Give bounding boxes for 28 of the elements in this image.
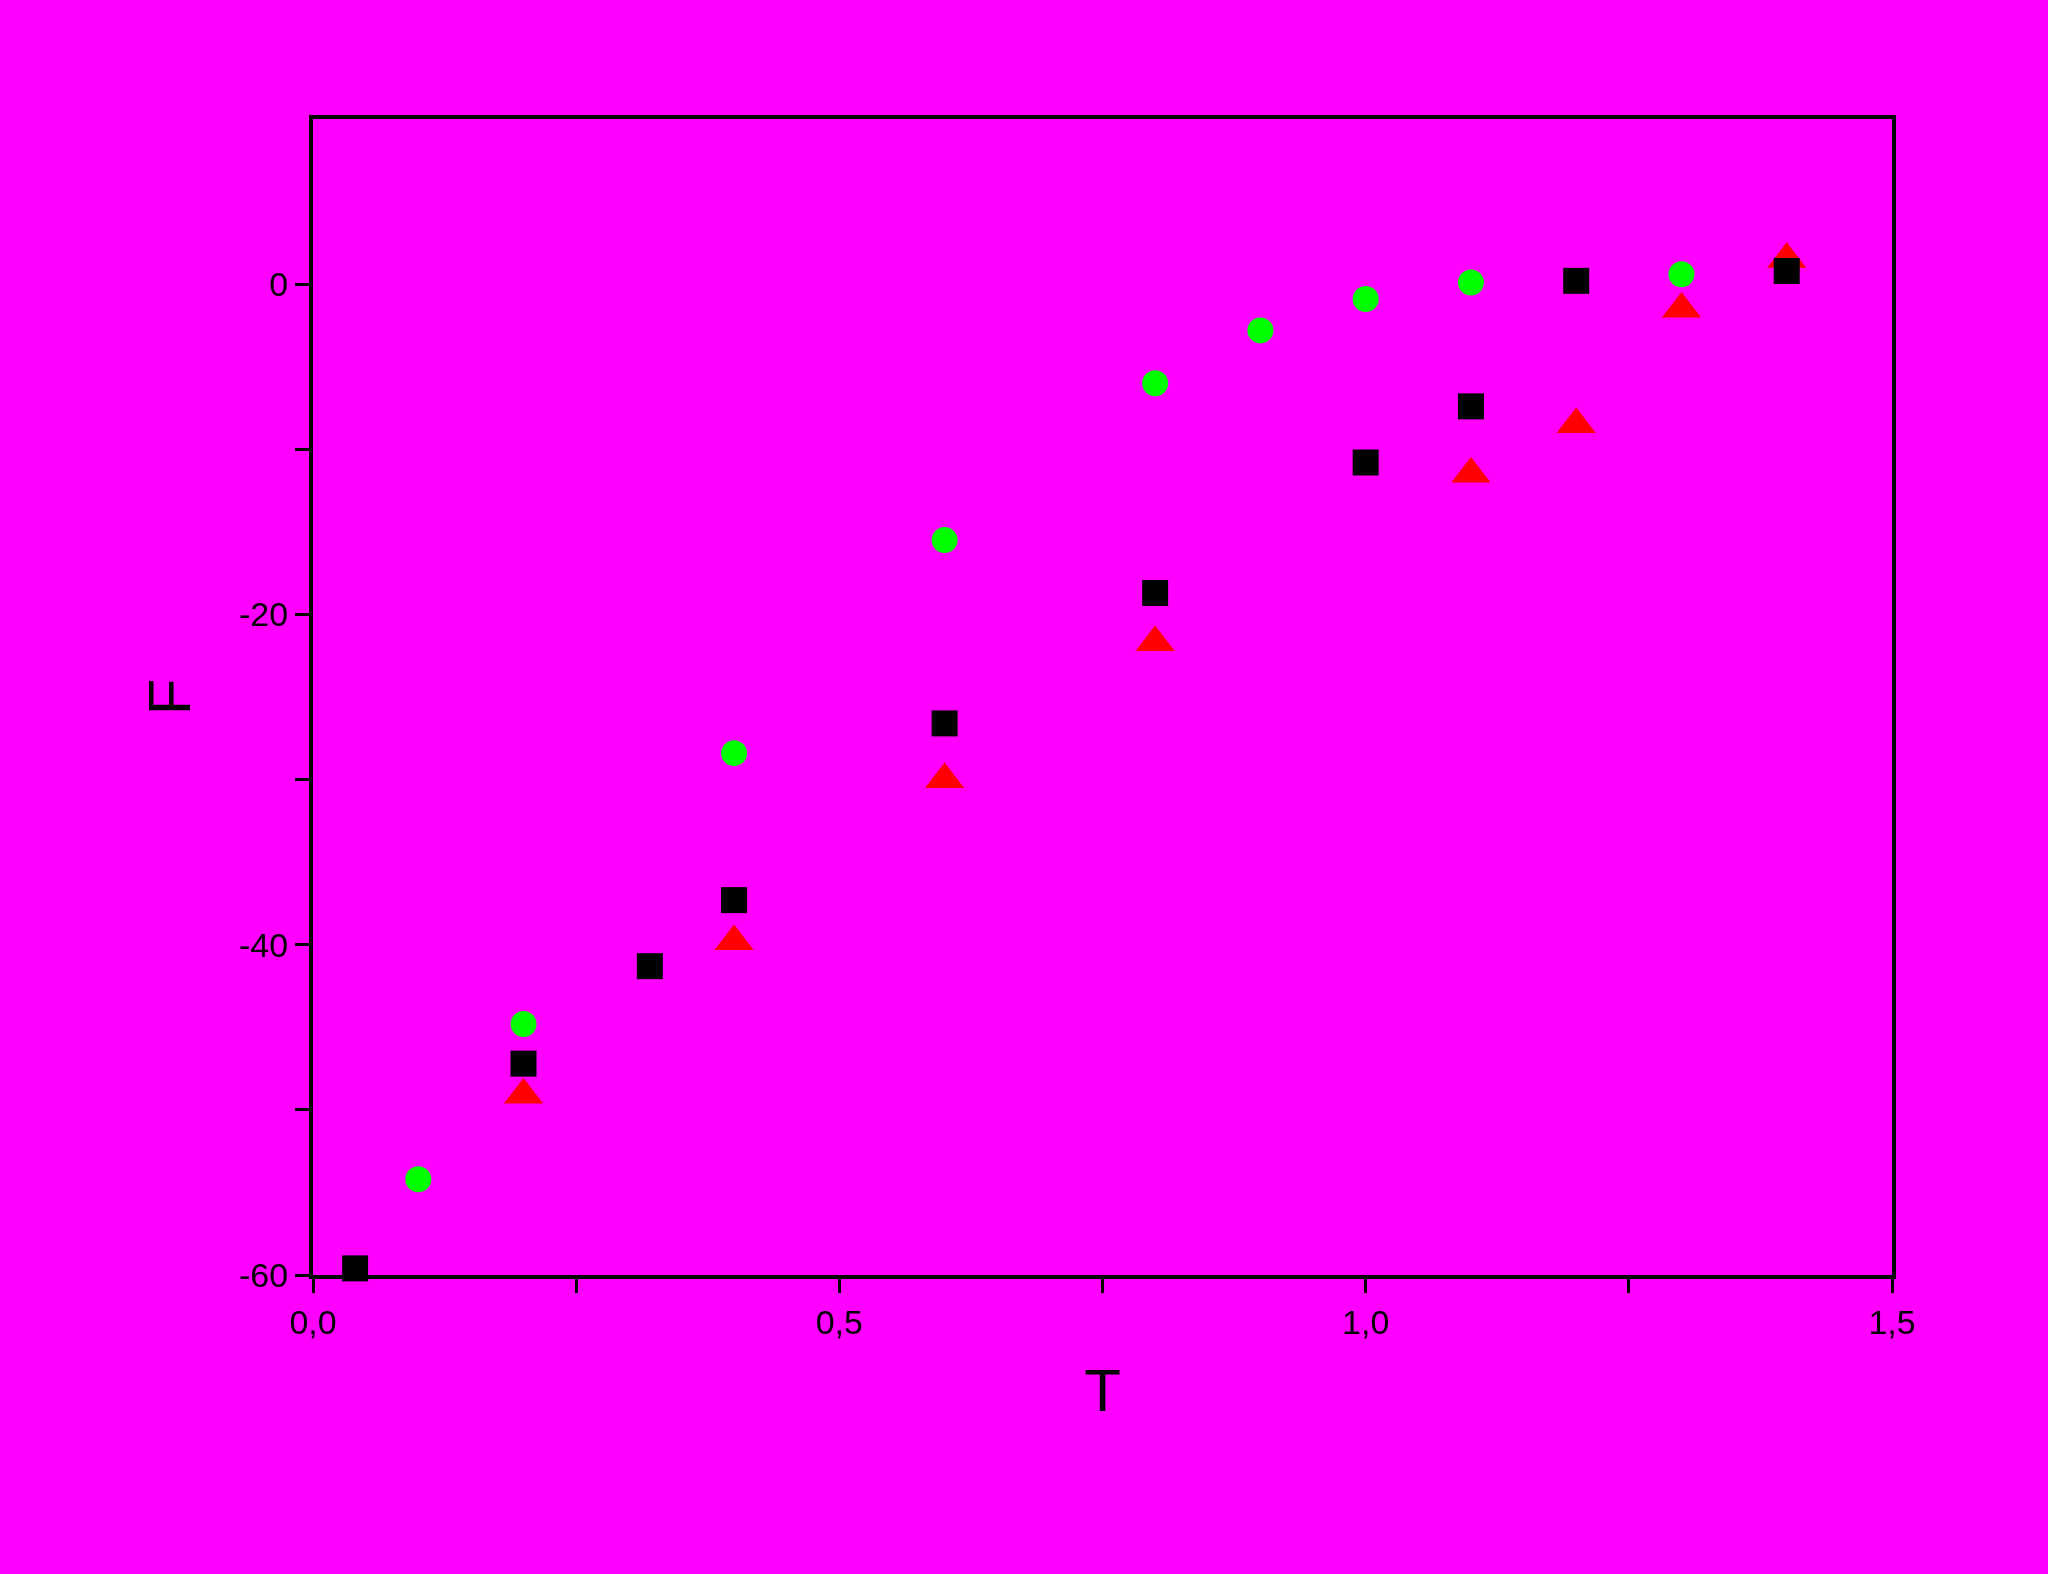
point bbox=[1352, 286, 1379, 312]
x-tick-label: 0,5 bbox=[815, 1302, 863, 1341]
point bbox=[931, 527, 958, 554]
point bbox=[721, 740, 748, 767]
y-tick-label: 0 bbox=[269, 265, 289, 304]
point bbox=[931, 710, 958, 737]
y-tick-label: -60 bbox=[239, 1255, 289, 1294]
x-axis-title: T bbox=[1084, 1356, 1121, 1424]
y-tick-label: -40 bbox=[239, 925, 289, 964]
point bbox=[721, 887, 748, 914]
point bbox=[1773, 257, 1800, 284]
point bbox=[1352, 449, 1379, 476]
point bbox=[1142, 370, 1169, 397]
x-tick-label: 1,0 bbox=[1342, 1302, 1390, 1341]
point bbox=[636, 953, 663, 980]
point bbox=[1142, 579, 1169, 606]
x-tick-label: 0,0 bbox=[289, 1302, 337, 1341]
point bbox=[510, 1050, 537, 1077]
point bbox=[1668, 261, 1695, 288]
y-tick-label: -20 bbox=[239, 595, 289, 634]
point bbox=[1247, 317, 1274, 344]
x-tick-label: 1,5 bbox=[1868, 1302, 1916, 1341]
point bbox=[1563, 267, 1590, 294]
point bbox=[405, 1166, 432, 1193]
point bbox=[1457, 393, 1484, 420]
y-axis-title: F bbox=[136, 678, 204, 716]
point bbox=[1457, 269, 1484, 296]
point bbox=[510, 1010, 537, 1037]
